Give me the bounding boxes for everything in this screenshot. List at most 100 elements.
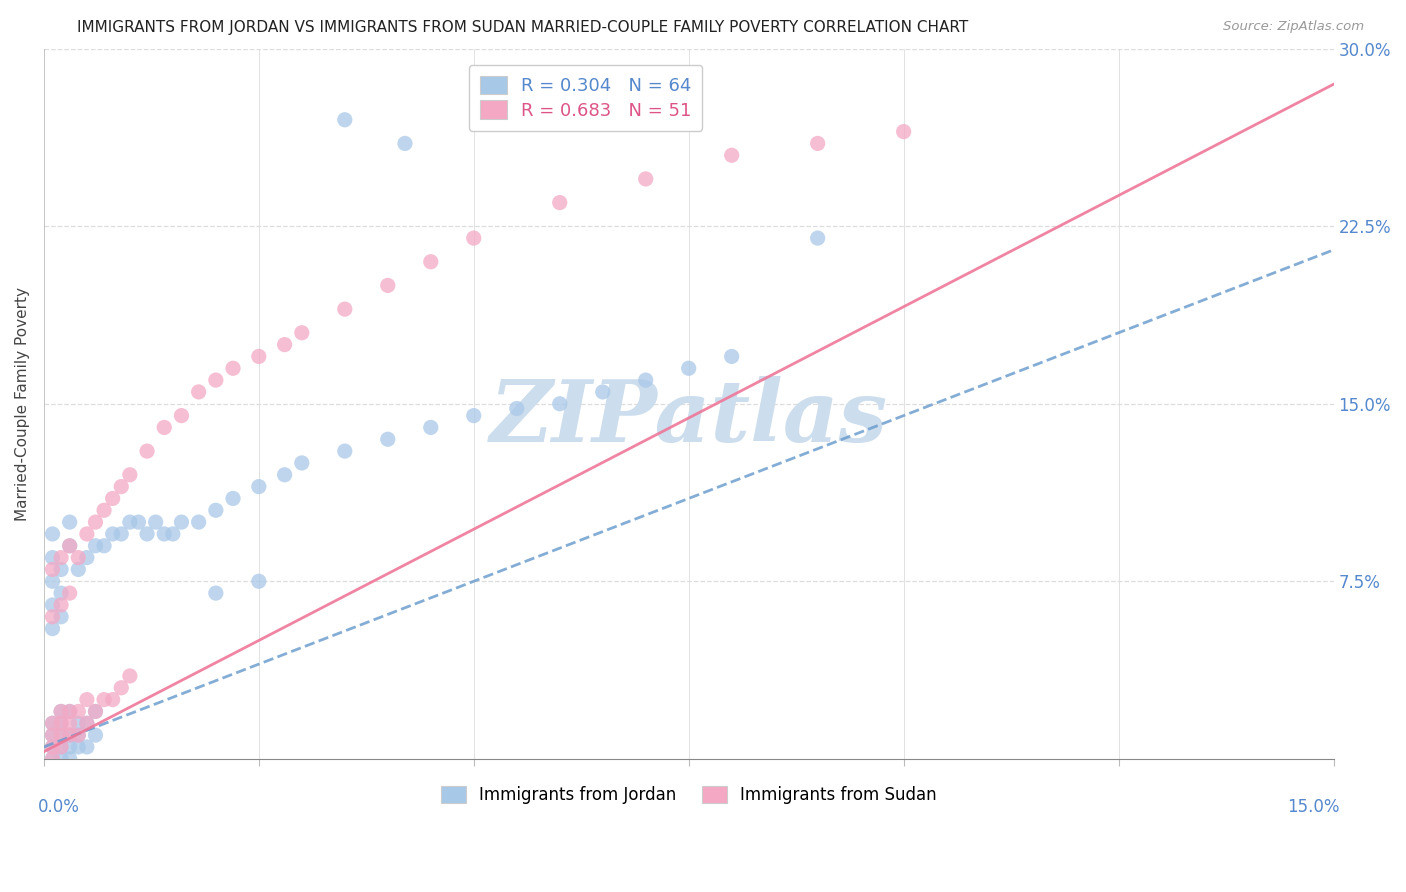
- Point: [41, 728, 63, 742]
- Point: [59, 539, 82, 553]
- Point: [634, 373, 657, 387]
- Text: ZIPatlas: ZIPatlas: [489, 376, 887, 459]
- Point: [136, 444, 159, 458]
- Text: IMMIGRANTS FROM JORDAN VS IMMIGRANTS FROM SUDAN MARRIED-COUPLE FAMILY POVERTY CO: IMMIGRANTS FROM JORDAN VS IMMIGRANTS FRO…: [77, 20, 969, 35]
- Point: [41, 716, 63, 731]
- Text: 15.0%: 15.0%: [1288, 797, 1340, 816]
- Point: [187, 515, 209, 529]
- Point: [222, 491, 245, 506]
- Point: [84, 705, 107, 719]
- Point: [67, 705, 90, 719]
- Point: [118, 515, 141, 529]
- Point: [720, 148, 742, 162]
- Point: [807, 136, 830, 151]
- Point: [101, 527, 124, 541]
- Point: [41, 574, 63, 589]
- Point: [59, 728, 82, 742]
- Point: [76, 739, 98, 754]
- Point: [59, 586, 82, 600]
- Point: [136, 527, 159, 541]
- Point: [118, 467, 141, 482]
- Point: [41, 622, 63, 636]
- Point: [548, 397, 571, 411]
- Point: [49, 705, 72, 719]
- Point: [49, 728, 72, 742]
- Point: [67, 562, 90, 576]
- Point: [145, 515, 167, 529]
- Point: [41, 527, 63, 541]
- Point: [205, 586, 228, 600]
- Point: [84, 728, 107, 742]
- Point: [101, 692, 124, 706]
- Point: [67, 728, 90, 742]
- Point: [41, 728, 63, 742]
- Point: [127, 515, 149, 529]
- Point: [506, 401, 529, 416]
- Point: [76, 716, 98, 731]
- Point: [49, 562, 72, 576]
- Point: [110, 480, 132, 494]
- Point: [41, 752, 63, 766]
- Point: [419, 254, 441, 268]
- Point: [59, 705, 82, 719]
- Y-axis label: Married-Couple Family Poverty: Married-Couple Family Poverty: [15, 286, 30, 521]
- Point: [76, 716, 98, 731]
- Point: [118, 669, 141, 683]
- Point: [291, 456, 314, 470]
- Point: [678, 361, 700, 376]
- Point: [222, 361, 245, 376]
- Point: [463, 231, 485, 245]
- Point: [49, 752, 72, 766]
- Point: [153, 420, 176, 434]
- Point: [67, 739, 90, 754]
- Point: [170, 515, 193, 529]
- Point: [634, 172, 657, 186]
- Point: [247, 574, 270, 589]
- Point: [49, 609, 72, 624]
- Point: [84, 515, 107, 529]
- Point: [49, 716, 72, 731]
- Point: [76, 692, 98, 706]
- Point: [333, 444, 356, 458]
- Point: [93, 503, 115, 517]
- Point: [291, 326, 314, 340]
- Point: [377, 432, 399, 446]
- Point: [59, 728, 82, 742]
- Point: [49, 598, 72, 612]
- Point: [419, 420, 441, 434]
- Point: [720, 350, 742, 364]
- Point: [41, 562, 63, 576]
- Point: [162, 527, 184, 541]
- Point: [93, 692, 115, 706]
- Point: [101, 491, 124, 506]
- Point: [893, 125, 915, 139]
- Point: [41, 739, 63, 754]
- Point: [59, 739, 82, 754]
- Point: [41, 609, 63, 624]
- Point: [59, 716, 82, 731]
- Point: [59, 539, 82, 553]
- Point: [273, 467, 295, 482]
- Point: [49, 728, 72, 742]
- Point: [84, 539, 107, 553]
- Point: [333, 302, 356, 317]
- Point: [59, 515, 82, 529]
- Point: [110, 527, 132, 541]
- Point: [41, 739, 63, 754]
- Point: [67, 728, 90, 742]
- Point: [187, 384, 209, 399]
- Point: [377, 278, 399, 293]
- Point: [59, 752, 82, 766]
- Point: [67, 716, 90, 731]
- Point: [247, 480, 270, 494]
- Point: [41, 716, 63, 731]
- Point: [49, 739, 72, 754]
- Point: [76, 527, 98, 541]
- Point: [153, 527, 176, 541]
- Point: [273, 337, 295, 351]
- Point: [49, 705, 72, 719]
- Point: [76, 550, 98, 565]
- Point: [205, 373, 228, 387]
- Legend: Immigrants from Jordan, Immigrants from Sudan: Immigrants from Jordan, Immigrants from …: [434, 780, 943, 811]
- Point: [548, 195, 571, 210]
